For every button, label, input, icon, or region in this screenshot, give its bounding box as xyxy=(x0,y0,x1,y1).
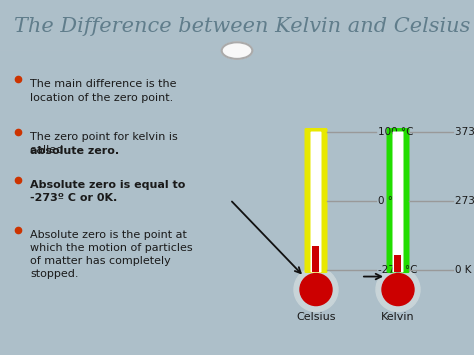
Text: 0 K: 0 K xyxy=(455,264,472,274)
FancyBboxPatch shape xyxy=(392,131,403,273)
Text: Absolute zero is the point at
which the motion of particles
of matter has comple: Absolute zero is the point at which the … xyxy=(30,230,192,279)
Circle shape xyxy=(294,268,338,312)
FancyBboxPatch shape xyxy=(386,128,410,273)
Text: 273 K: 273 K xyxy=(455,196,474,206)
Text: -273 °C: -273 °C xyxy=(378,264,418,274)
Text: absolute zero.: absolute zero. xyxy=(30,146,119,155)
Text: The main difference is the
location of the zero point.: The main difference is the location of t… xyxy=(30,80,176,103)
Bar xyxy=(312,246,319,272)
Circle shape xyxy=(382,274,414,306)
Circle shape xyxy=(376,268,420,312)
Text: The zero point for kelvin is
called: The zero point for kelvin is called xyxy=(30,131,178,155)
Bar xyxy=(394,255,401,272)
FancyBboxPatch shape xyxy=(310,131,321,273)
Text: 100 °C: 100 °C xyxy=(378,126,413,137)
Circle shape xyxy=(300,274,332,306)
Text: Celsius: Celsius xyxy=(296,312,336,322)
Text: The Difference between Kelvin and Celsius: The Difference between Kelvin and Celsiu… xyxy=(14,17,471,36)
Text: 373 K: 373 K xyxy=(455,126,474,137)
FancyBboxPatch shape xyxy=(304,128,328,273)
Text: 0 °C: 0 °C xyxy=(378,196,401,206)
Circle shape xyxy=(222,42,252,59)
Text: Absolute zero is equal to
-273º C or 0K.: Absolute zero is equal to -273º C or 0K. xyxy=(30,180,185,203)
Text: Kelvin: Kelvin xyxy=(381,312,415,322)
